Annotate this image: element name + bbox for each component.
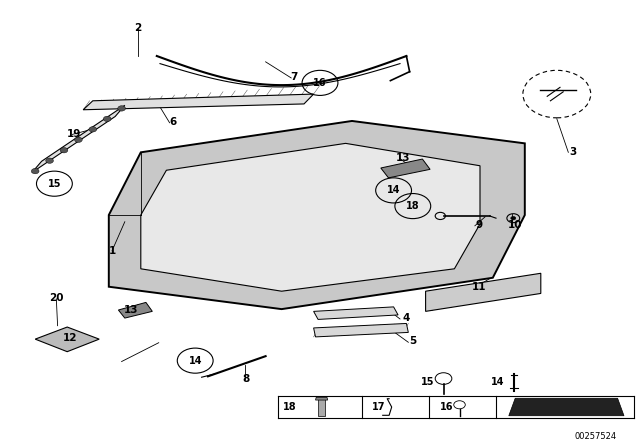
Circle shape: [74, 137, 83, 142]
Text: 9: 9: [475, 220, 483, 230]
Text: 14: 14: [387, 185, 401, 195]
Circle shape: [89, 127, 97, 132]
Circle shape: [118, 106, 125, 111]
Polygon shape: [426, 273, 541, 311]
Text: 8: 8: [243, 374, 250, 383]
Polygon shape: [118, 302, 152, 318]
Text: 17: 17: [372, 402, 386, 412]
Text: 2: 2: [134, 23, 141, 33]
Polygon shape: [318, 398, 325, 416]
Text: 15: 15: [47, 179, 61, 189]
Polygon shape: [314, 323, 408, 337]
Polygon shape: [32, 105, 125, 172]
Circle shape: [46, 158, 54, 164]
Text: 18: 18: [406, 201, 420, 211]
Circle shape: [60, 147, 68, 153]
Text: 19: 19: [67, 129, 81, 139]
Text: 12: 12: [63, 333, 77, 343]
Text: 13: 13: [396, 153, 410, 163]
Text: 11: 11: [472, 282, 486, 292]
Polygon shape: [109, 121, 525, 309]
Text: 3: 3: [569, 147, 577, 157]
Polygon shape: [83, 94, 314, 110]
Polygon shape: [141, 143, 480, 291]
Text: 7: 7: [291, 72, 298, 82]
Text: 16: 16: [440, 402, 454, 412]
Text: 6: 6: [169, 117, 177, 127]
Text: 00257524: 00257524: [574, 432, 616, 441]
Text: 18: 18: [282, 402, 296, 412]
Text: 4: 4: [403, 313, 410, 323]
Polygon shape: [35, 327, 99, 352]
Text: 16: 16: [313, 78, 327, 88]
Polygon shape: [381, 159, 430, 178]
Text: 14: 14: [491, 377, 505, 387]
Polygon shape: [509, 398, 624, 416]
Text: 15: 15: [420, 377, 435, 387]
Text: 5: 5: [409, 336, 417, 346]
Text: 10: 10: [508, 220, 522, 230]
Text: 13: 13: [124, 305, 138, 315]
Circle shape: [31, 168, 39, 174]
Circle shape: [511, 216, 516, 220]
Text: 20: 20: [49, 293, 63, 303]
Polygon shape: [316, 397, 328, 400]
Text: 14: 14: [188, 356, 202, 366]
Polygon shape: [314, 307, 398, 319]
Circle shape: [104, 116, 111, 121]
Text: 1: 1: [108, 246, 116, 256]
